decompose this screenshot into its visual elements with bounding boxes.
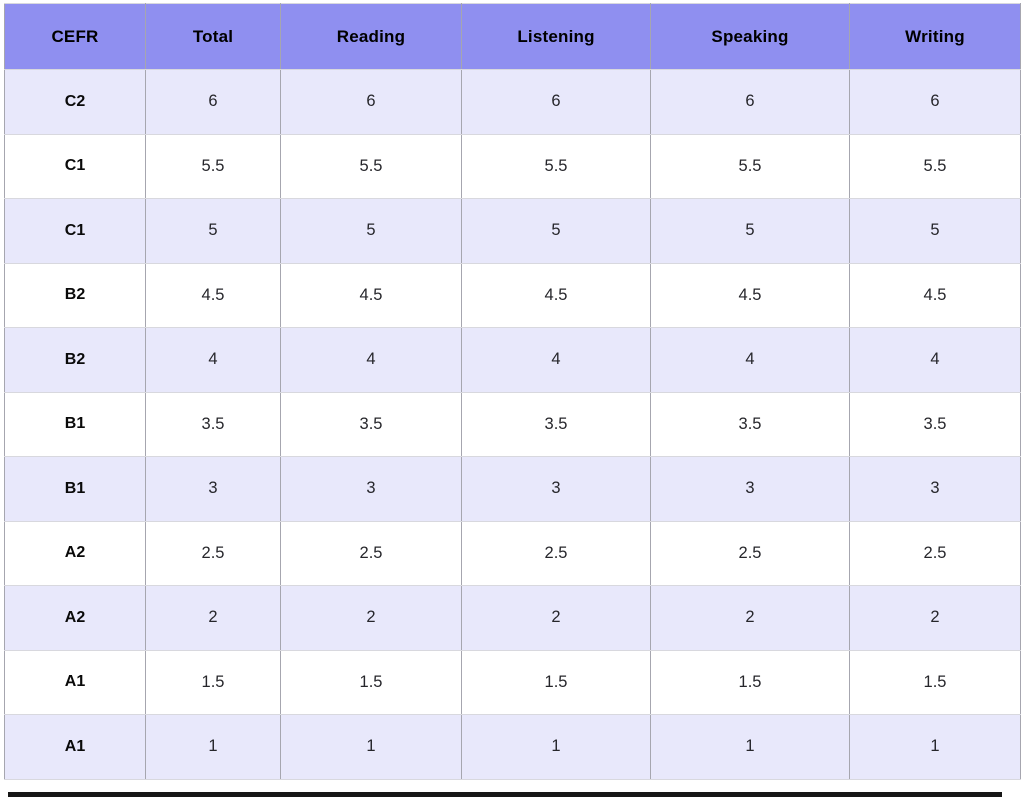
score-cell: 4 (849, 327, 1021, 393)
table-header-row: CEFR Total Reading Listening Speaking Writing (4, 3, 1021, 70)
score-cell: 1 (280, 714, 462, 780)
header-cell-speaking: Speaking (650, 3, 850, 70)
score-cell: 2 (280, 585, 462, 651)
score-cell: 3.5 (145, 391, 281, 457)
score-cell: 3 (849, 456, 1021, 522)
score-cell: 3 (280, 456, 462, 522)
cefr-level-cell: C1 (4, 133, 146, 199)
score-cell: 5 (280, 198, 462, 264)
header-cell-total: Total (145, 3, 281, 70)
score-cell: 2 (650, 585, 850, 651)
score-cell: 1 (145, 714, 281, 780)
score-cell: 1.5 (145, 649, 281, 715)
score-cell: 6 (461, 69, 651, 135)
score-cell: 2.5 (650, 520, 850, 586)
header-cell-writing: Writing (849, 3, 1021, 70)
score-cell: 4 (280, 327, 462, 393)
score-cell: 5.5 (280, 133, 462, 199)
table-row: A2 2 2 2 2 2 (4, 585, 1021, 651)
cefr-level-cell: B2 (4, 327, 146, 393)
header-cell-listening: Listening (461, 3, 651, 70)
score-cell: 2 (849, 585, 1021, 651)
score-cell: 4 (145, 327, 281, 393)
score-cell: 2 (145, 585, 281, 651)
score-cell: 6 (280, 69, 462, 135)
table-row: B1 3.5 3.5 3.5 3.5 3.5 (4, 391, 1021, 457)
score-cell: 5 (461, 198, 651, 264)
score-cell: 4 (650, 327, 850, 393)
cefr-conversion-table: CEFR Total Reading Listening Speaking Writing… (4, 3, 1021, 780)
score-cell: 1.5 (461, 649, 651, 715)
score-cell: 1 (849, 714, 1021, 780)
score-cell: 3.5 (280, 391, 462, 457)
bottom-edge-bar (8, 792, 1002, 797)
cefr-level-cell: A2 (4, 520, 146, 586)
table-row: B2 4.5 4.5 4.5 4.5 4.5 (4, 262, 1021, 328)
table-row: C1 5.5 5.5 5.5 5.5 5.5 (4, 133, 1021, 199)
score-cell: 2 (461, 585, 651, 651)
score-cell: 6 (849, 69, 1021, 135)
score-cell: 4 (461, 327, 651, 393)
table-header: CEFR Total Reading Listening Speaking Writing (4, 3, 1021, 70)
score-cell: 4.5 (650, 262, 850, 328)
table-row: B2 4 4 4 4 4 (4, 327, 1021, 393)
score-cell: 2.5 (145, 520, 281, 586)
score-cell: 5 (145, 198, 281, 264)
score-cell: 3 (461, 456, 651, 522)
score-cell: 4.5 (849, 262, 1021, 328)
score-cell: 1.5 (849, 649, 1021, 715)
score-cell: 1 (650, 714, 850, 780)
score-cell: 2.5 (849, 520, 1021, 586)
cefr-level-cell: B1 (4, 456, 146, 522)
score-cell: 3 (145, 456, 281, 522)
score-cell: 4.5 (461, 262, 651, 328)
table-row: C2 6 6 6 6 6 (4, 69, 1021, 135)
header-cell-cefr: CEFR (4, 3, 146, 70)
cefr-level-cell: A1 (4, 714, 146, 780)
table-row: C1 5 5 5 5 5 (4, 198, 1021, 264)
table-row: B1 3 3 3 3 3 (4, 456, 1021, 522)
score-cell: 5 (650, 198, 850, 264)
score-cell: 3.5 (849, 391, 1021, 457)
score-cell: 3.5 (650, 391, 850, 457)
score-cell: 3.5 (461, 391, 651, 457)
score-cell: 2.5 (280, 520, 462, 586)
score-cell: 5.5 (849, 133, 1021, 199)
score-cell: 2.5 (461, 520, 651, 586)
score-cell: 6 (145, 69, 281, 135)
score-cell: 6 (650, 69, 850, 135)
cefr-level-cell: A2 (4, 585, 146, 651)
cefr-conversion-table-container: CEFR Total Reading Listening Speaking Writing… (4, 3, 1021, 780)
cefr-level-cell: C2 (4, 69, 146, 135)
header-cell-reading: Reading (280, 3, 462, 70)
cefr-level-cell: B2 (4, 262, 146, 328)
score-cell: 4.5 (145, 262, 281, 328)
table-row: A2 2.5 2.5 2.5 2.5 2.5 (4, 520, 1021, 586)
cefr-level-cell: C1 (4, 198, 146, 264)
cefr-level-cell: B1 (4, 391, 146, 457)
table-row: A1 1.5 1.5 1.5 1.5 1.5 (4, 649, 1021, 715)
score-cell: 5 (849, 198, 1021, 264)
table-row: A1 1 1 1 1 1 (4, 714, 1021, 780)
score-cell: 5.5 (461, 133, 651, 199)
score-cell: 1.5 (280, 649, 462, 715)
score-cell: 4.5 (280, 262, 462, 328)
score-cell: 5.5 (145, 133, 281, 199)
table-body: C2 6 6 6 6 6 C1 5.5 5.5 5.5 5.5 5.5 C1 5 5 5 5 5 B2 4.5 4.5 4… (4, 69, 1021, 780)
score-cell: 1.5 (650, 649, 850, 715)
score-cell: 5.5 (650, 133, 850, 199)
cefr-level-cell: A1 (4, 649, 146, 715)
score-cell: 1 (461, 714, 651, 780)
score-cell: 3 (650, 456, 850, 522)
